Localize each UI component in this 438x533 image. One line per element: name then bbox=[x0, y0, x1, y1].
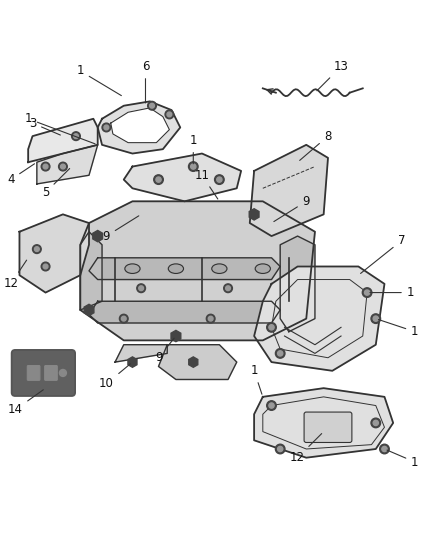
Polygon shape bbox=[89, 301, 280, 323]
Text: 3: 3 bbox=[29, 117, 60, 135]
Text: 13: 13 bbox=[317, 60, 349, 91]
Text: 1: 1 bbox=[77, 64, 121, 95]
Polygon shape bbox=[159, 345, 237, 379]
Circle shape bbox=[41, 162, 50, 171]
Circle shape bbox=[371, 418, 381, 427]
FancyBboxPatch shape bbox=[12, 350, 75, 396]
Circle shape bbox=[208, 316, 213, 321]
Text: 6: 6 bbox=[142, 60, 149, 103]
Circle shape bbox=[278, 446, 283, 451]
Circle shape bbox=[165, 110, 174, 119]
FancyBboxPatch shape bbox=[45, 366, 57, 381]
Circle shape bbox=[269, 325, 274, 330]
Circle shape bbox=[215, 175, 224, 184]
Polygon shape bbox=[124, 154, 241, 201]
Text: 1: 1 bbox=[190, 134, 197, 164]
Circle shape bbox=[267, 322, 276, 332]
Circle shape bbox=[226, 286, 230, 290]
Circle shape bbox=[371, 314, 381, 324]
Polygon shape bbox=[250, 145, 328, 236]
Circle shape bbox=[139, 286, 144, 290]
FancyBboxPatch shape bbox=[27, 366, 40, 381]
Circle shape bbox=[60, 369, 67, 376]
Polygon shape bbox=[80, 232, 102, 310]
Polygon shape bbox=[93, 230, 102, 242]
Polygon shape bbox=[171, 330, 181, 342]
Text: 12: 12 bbox=[290, 433, 321, 464]
Text: 4: 4 bbox=[7, 164, 35, 186]
Circle shape bbox=[150, 103, 155, 108]
Text: 11: 11 bbox=[194, 169, 218, 199]
Polygon shape bbox=[280, 236, 315, 332]
Polygon shape bbox=[89, 258, 280, 279]
Circle shape bbox=[154, 175, 163, 184]
Circle shape bbox=[267, 401, 276, 410]
Polygon shape bbox=[189, 357, 198, 367]
Text: 10: 10 bbox=[99, 364, 131, 390]
Circle shape bbox=[102, 123, 111, 132]
Circle shape bbox=[380, 444, 389, 454]
Polygon shape bbox=[80, 201, 315, 341]
Text: 1: 1 bbox=[251, 364, 262, 394]
Circle shape bbox=[188, 162, 198, 171]
Circle shape bbox=[43, 164, 48, 169]
Text: 7: 7 bbox=[360, 234, 406, 273]
Circle shape bbox=[74, 134, 78, 139]
Circle shape bbox=[224, 284, 233, 293]
Circle shape bbox=[60, 164, 65, 169]
Circle shape bbox=[43, 264, 48, 269]
Polygon shape bbox=[28, 119, 98, 162]
Circle shape bbox=[276, 349, 285, 358]
Ellipse shape bbox=[255, 264, 270, 273]
Circle shape bbox=[72, 132, 80, 141]
Circle shape bbox=[278, 351, 283, 356]
Polygon shape bbox=[98, 101, 180, 154]
Polygon shape bbox=[84, 304, 94, 316]
Circle shape bbox=[373, 316, 378, 321]
Ellipse shape bbox=[125, 264, 140, 273]
Polygon shape bbox=[111, 108, 170, 143]
Polygon shape bbox=[254, 388, 393, 458]
Circle shape bbox=[104, 125, 109, 130]
Circle shape bbox=[269, 403, 274, 408]
Circle shape bbox=[382, 446, 387, 451]
Circle shape bbox=[121, 316, 126, 321]
Circle shape bbox=[217, 177, 222, 182]
Polygon shape bbox=[249, 209, 259, 220]
Text: 14: 14 bbox=[7, 390, 43, 416]
Text: 5: 5 bbox=[42, 168, 70, 199]
Text: 1: 1 bbox=[370, 286, 414, 299]
Circle shape bbox=[120, 314, 128, 323]
Polygon shape bbox=[37, 145, 98, 184]
Circle shape bbox=[276, 444, 285, 454]
FancyBboxPatch shape bbox=[304, 412, 352, 442]
Circle shape bbox=[32, 245, 41, 254]
Text: 9: 9 bbox=[155, 338, 174, 364]
Text: 1: 1 bbox=[387, 450, 419, 469]
Text: 1: 1 bbox=[25, 112, 95, 144]
Polygon shape bbox=[115, 345, 167, 362]
Text: 12: 12 bbox=[4, 260, 27, 290]
Circle shape bbox=[167, 112, 172, 117]
Circle shape bbox=[191, 164, 196, 169]
Circle shape bbox=[206, 314, 215, 323]
Circle shape bbox=[41, 262, 50, 271]
Circle shape bbox=[148, 101, 156, 110]
Ellipse shape bbox=[212, 264, 227, 273]
Circle shape bbox=[35, 247, 39, 252]
Circle shape bbox=[59, 162, 67, 171]
Circle shape bbox=[364, 290, 370, 295]
Text: 9: 9 bbox=[102, 216, 139, 243]
Circle shape bbox=[156, 177, 161, 182]
Polygon shape bbox=[128, 357, 137, 367]
Circle shape bbox=[362, 288, 372, 297]
Circle shape bbox=[137, 284, 145, 293]
Text: 1: 1 bbox=[378, 319, 419, 338]
Text: 9: 9 bbox=[274, 195, 310, 222]
Polygon shape bbox=[254, 266, 385, 371]
Polygon shape bbox=[19, 214, 89, 293]
Text: 8: 8 bbox=[300, 130, 332, 160]
Circle shape bbox=[373, 421, 378, 425]
Ellipse shape bbox=[168, 264, 184, 273]
